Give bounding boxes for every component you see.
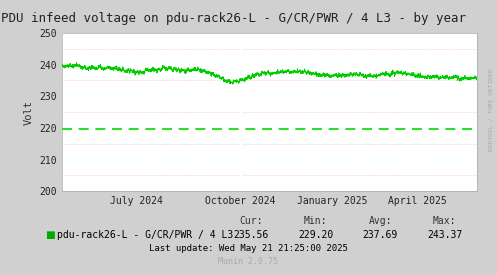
Text: Cur:: Cur: — [239, 216, 263, 226]
Text: ■: ■ — [45, 230, 55, 240]
Text: Avg:: Avg: — [368, 216, 392, 226]
Text: pdu-rack26-L - G/CR/PWR / 4 L3: pdu-rack26-L - G/CR/PWR / 4 L3 — [57, 230, 234, 240]
Text: 243.37: 243.37 — [427, 230, 462, 240]
Text: Max:: Max: — [433, 216, 457, 226]
Text: 237.69: 237.69 — [363, 230, 398, 240]
Text: RRDTOOL / TOBI OETIKER: RRDTOOL / TOBI OETIKER — [489, 69, 494, 151]
Text: 235.56: 235.56 — [234, 230, 268, 240]
Y-axis label: Volt: Volt — [24, 100, 34, 125]
Text: 229.20: 229.20 — [298, 230, 333, 240]
Text: PDU infeed voltage on pdu-rack26-L - G/CR/PWR / 4 L3 - by year: PDU infeed voltage on pdu-rack26-L - G/C… — [1, 12, 466, 25]
Text: Last update: Wed May 21 21:25:00 2025: Last update: Wed May 21 21:25:00 2025 — [149, 244, 348, 253]
Text: Munin 2.0.75: Munin 2.0.75 — [219, 257, 278, 266]
Text: Min:: Min: — [304, 216, 328, 226]
